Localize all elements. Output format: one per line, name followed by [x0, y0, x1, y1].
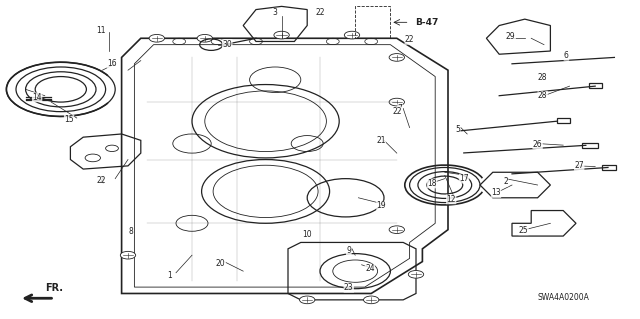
Text: 8: 8 [129, 227, 134, 236]
Text: 2: 2 [503, 177, 508, 186]
Text: 25: 25 [518, 226, 529, 235]
Bar [582, 143, 598, 148]
Text: FR.: FR. [45, 284, 63, 293]
Text: 21: 21 [376, 136, 385, 145]
Circle shape [197, 34, 212, 42]
Circle shape [344, 31, 360, 39]
Text: 19: 19 [376, 201, 387, 210]
Text: 9: 9 [346, 246, 351, 255]
Text: 10: 10 [302, 230, 312, 239]
Circle shape [120, 251, 136, 259]
Circle shape [389, 226, 404, 234]
Text: 1: 1 [167, 271, 172, 280]
Text: B-47: B-47 [415, 18, 438, 27]
Text: SWA4A0200A: SWA4A0200A [537, 293, 589, 302]
Text: 22: 22 [392, 107, 401, 116]
Text: 22: 22 [97, 176, 106, 185]
Circle shape [274, 31, 289, 39]
Text: 13: 13 [491, 189, 501, 197]
Text: 22: 22 [405, 35, 414, 44]
Bar [602, 165, 616, 170]
Text: 16: 16 [107, 59, 117, 68]
Text: 26: 26 [532, 140, 543, 149]
Circle shape [389, 98, 404, 106]
Text: 24: 24 [365, 264, 375, 273]
Text: 6: 6 [564, 51, 569, 60]
Bar [557, 118, 570, 123]
Bar [589, 83, 602, 88]
Text: 4: 4 [100, 177, 105, 186]
Circle shape [408, 271, 424, 278]
Text: 23: 23 [344, 283, 354, 292]
Text: 20: 20 [216, 259, 226, 268]
Text: 11: 11 [97, 26, 106, 35]
Circle shape [389, 54, 404, 61]
Text: 18: 18 [428, 179, 436, 188]
Text: 17: 17 [459, 174, 469, 183]
Text: 28: 28 [538, 73, 547, 82]
Text: 30: 30 [222, 40, 232, 48]
Text: 12: 12 [447, 195, 456, 204]
Text: 7: 7 [397, 104, 403, 113]
Text: 15: 15 [64, 115, 74, 124]
Circle shape [300, 296, 315, 304]
Text: 22: 22 [316, 8, 324, 17]
Text: 27: 27 [574, 161, 584, 170]
Circle shape [149, 34, 164, 42]
Bar [355, 6, 390, 38]
Text: 28: 28 [538, 91, 547, 100]
Text: 29: 29 [506, 32, 516, 41]
Text: 5: 5 [455, 125, 460, 134]
Text: 14: 14 [32, 93, 42, 102]
Text: 3: 3 [273, 8, 278, 17]
Circle shape [364, 296, 379, 304]
